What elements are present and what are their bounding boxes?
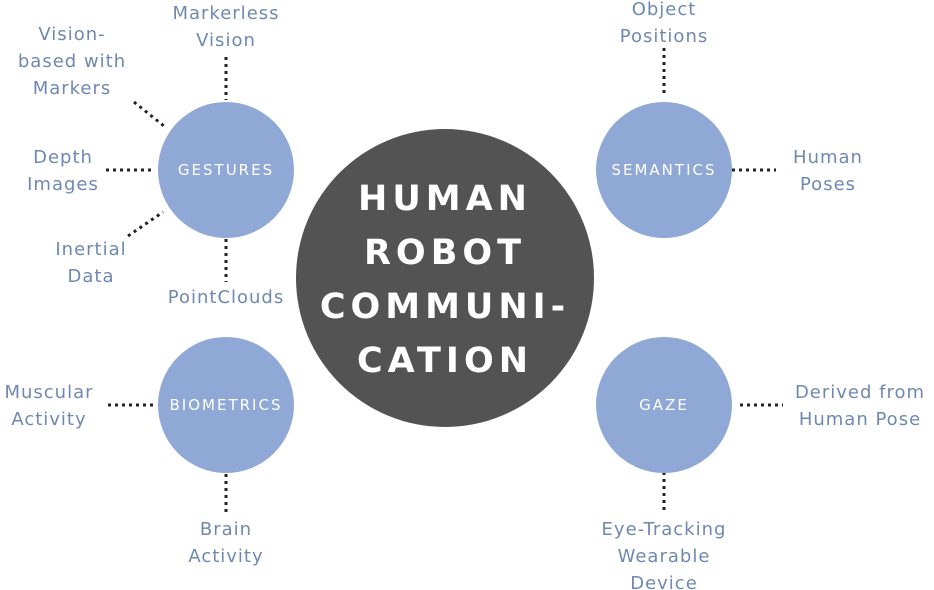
leaf-vision-based-with-markers: Vision- based with Markers	[17, 24, 127, 99]
leaf-derived-from-human-pose: Derived from Human Pose	[794, 382, 926, 430]
leaf-markerless-vision: Markerless Vision	[172, 3, 280, 51]
center-title-line-2: ROBOT	[363, 233, 526, 273]
leaf-object-positions: Object Positions	[619, 0, 709, 47]
leaf-brain-activity: Brain Activity	[188, 519, 264, 567]
center-node-human-robot-communication: HUMAN ROBOT COMMUNI- CATION	[296, 129, 594, 427]
node-gestures-label: GESTURES	[177, 161, 275, 179]
connector-gestures-inertial	[127, 210, 164, 238]
node-gaze-label: GAZE	[639, 396, 689, 414]
leaf-human-poses: Human Poses	[793, 147, 863, 195]
leaf-muscular-activity: Muscular Activity	[4, 382, 94, 430]
center-title-line-1: HUMAN	[358, 179, 532, 219]
node-gaze: GAZE	[596, 337, 732, 473]
connector-gestures-vision-markers	[133, 100, 165, 128]
leaf-inertial-data: Inertial Data	[55, 239, 127, 287]
leaf-pointclouds: PointClouds	[167, 287, 285, 308]
node-gestures: GESTURES	[158, 102, 294, 238]
node-biometrics-label: BIOMETRICS	[169, 396, 283, 414]
leaf-depth-images: Depth Images	[27, 147, 99, 195]
center-title-line-3: COMMUNI-	[319, 287, 571, 327]
center-title-line-4: CATION	[357, 341, 533, 381]
node-biometrics: BIOMETRICS	[158, 337, 294, 473]
leaf-eye-tracking-wearable-device: Eye-Tracking Wearable Device	[601, 519, 727, 590]
node-semantics-label: SEMANTICS	[611, 161, 717, 179]
node-semantics: SEMANTICS	[596, 102, 732, 238]
